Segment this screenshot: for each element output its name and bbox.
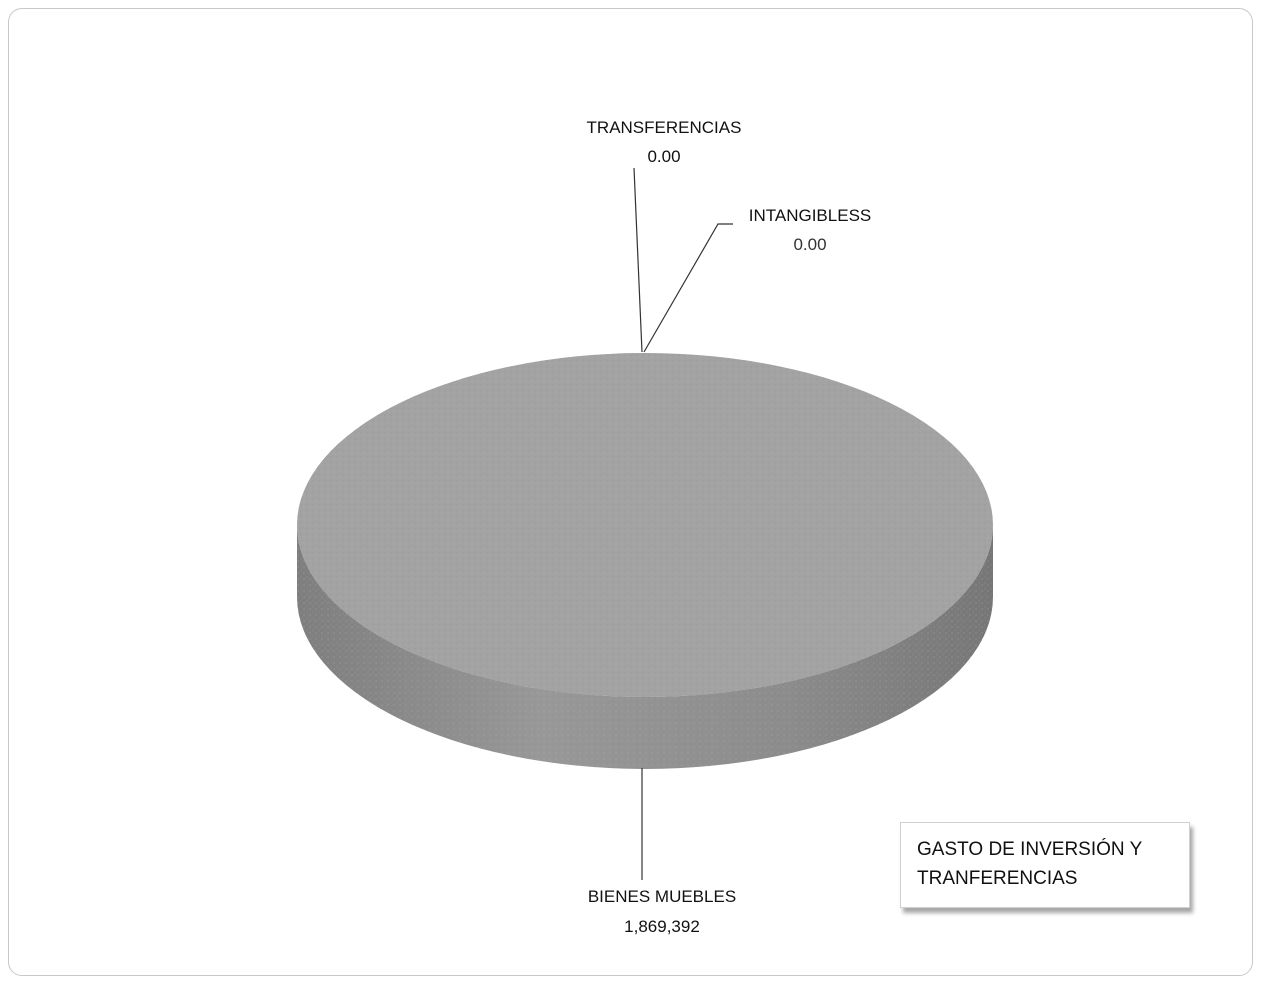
label-transferencias-name: TRANSFERENCIAS — [587, 118, 742, 137]
label-bienes-muebles-name: BIENES MUEBLES — [588, 887, 736, 906]
leader-line-intangibless — [643, 223, 733, 353]
leader-line-transferencias — [633, 167, 643, 353]
label-transferencias-value: 0.00 — [647, 147, 680, 166]
label-intangibless-value: 0.00 — [793, 235, 826, 254]
label-bienes-muebles-value: 1,869,392 — [624, 917, 700, 936]
pie-slice-bienes-muebles — [297, 353, 993, 769]
chart-title: GASTO DE INVERSIÓN Y TRANFERENCIAS — [900, 822, 1190, 908]
label-intangibless-name: INTANGIBLESS — [749, 206, 872, 225]
